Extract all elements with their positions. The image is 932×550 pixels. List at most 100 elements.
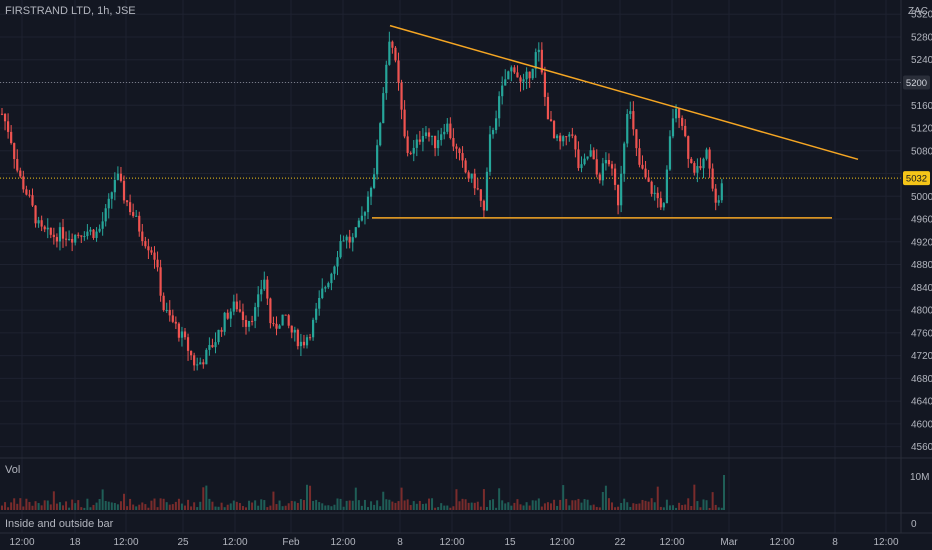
- candle-body[interactable]: [288, 315, 290, 325]
- candle-body[interactable]: [108, 199, 110, 208]
- candle-body[interactable]: [577, 149, 579, 168]
- candle-body[interactable]: [10, 132, 12, 143]
- candle-body[interactable]: [690, 159, 692, 163]
- candle-body[interactable]: [50, 228, 52, 235]
- candle-body[interactable]: [80, 235, 82, 236]
- candle-body[interactable]: [208, 345, 210, 350]
- candle-body[interactable]: [71, 239, 73, 243]
- candle-body[interactable]: [568, 134, 570, 136]
- candle-body[interactable]: [202, 362, 204, 364]
- candle-body[interactable]: [102, 221, 104, 228]
- candle-body[interactable]: [336, 257, 338, 266]
- candle-body[interactable]: [550, 119, 552, 121]
- candle-body[interactable]: [303, 342, 305, 345]
- candle-body[interactable]: [19, 171, 21, 177]
- candle-body[interactable]: [16, 159, 18, 171]
- candle-body[interactable]: [641, 165, 643, 169]
- candle-body[interactable]: [681, 118, 683, 126]
- candle-body[interactable]: [355, 227, 357, 237]
- candle-body[interactable]: [382, 93, 384, 123]
- candle-body[interactable]: [333, 267, 335, 274]
- candle-body[interactable]: [632, 111, 634, 129]
- candle-body[interactable]: [678, 109, 680, 118]
- candle-body[interactable]: [114, 180, 116, 192]
- candle-body[interactable]: [492, 130, 494, 134]
- candle-body[interactable]: [385, 65, 387, 93]
- candle-body[interactable]: [709, 150, 711, 169]
- candle-body[interactable]: [413, 148, 415, 154]
- candle-body[interactable]: [178, 324, 180, 338]
- candle-body[interactable]: [526, 72, 528, 80]
- candle-body[interactable]: [516, 72, 518, 77]
- candle-body[interactable]: [53, 235, 55, 237]
- candle-body[interactable]: [132, 212, 134, 216]
- candle-body[interactable]: [25, 189, 27, 194]
- candle-body[interactable]: [648, 177, 650, 181]
- candle-body[interactable]: [99, 229, 101, 232]
- candle-body[interactable]: [13, 143, 15, 159]
- candle-body[interactable]: [489, 134, 491, 172]
- candle-body[interactable]: [715, 189, 717, 203]
- candle-body[interactable]: [611, 164, 613, 168]
- candle-body[interactable]: [153, 253, 155, 260]
- candle-body[interactable]: [330, 274, 332, 283]
- candle-body[interactable]: [587, 156, 589, 158]
- candle-body[interactable]: [291, 326, 293, 333]
- candle-body[interactable]: [669, 136, 671, 169]
- candle-body[interactable]: [111, 192, 113, 199]
- candle-body[interactable]: [397, 60, 399, 82]
- candle-body[interactable]: [224, 313, 226, 332]
- candle-body[interactable]: [257, 294, 259, 307]
- candle-body[interactable]: [282, 315, 284, 326]
- candle-body[interactable]: [687, 136, 689, 159]
- candle-body[interactable]: [599, 174, 601, 180]
- candle-body[interactable]: [217, 330, 219, 342]
- candle-body[interactable]: [254, 307, 256, 321]
- candle-body[interactable]: [358, 221, 360, 228]
- candle-body[interactable]: [638, 148, 640, 165]
- candle-body[interactable]: [608, 160, 610, 164]
- candle-body[interactable]: [486, 172, 488, 211]
- candle-body[interactable]: [559, 136, 561, 142]
- candle-body[interactable]: [580, 164, 582, 168]
- symbol-name[interactable]: FIRSTRAND LTD: [5, 5, 91, 17]
- candle-body[interactable]: [327, 283, 329, 287]
- candle-body[interactable]: [422, 136, 424, 142]
- candle-body[interactable]: [379, 123, 381, 145]
- candle-body[interactable]: [230, 312, 232, 319]
- candle-body[interactable]: [373, 174, 375, 188]
- candle-body[interactable]: [519, 77, 521, 81]
- candle-body[interactable]: [56, 237, 58, 241]
- candle-body[interactable]: [41, 220, 43, 226]
- candle-body[interactable]: [315, 309, 317, 320]
- candle-body[interactable]: [278, 325, 280, 328]
- candle-body[interactable]: [272, 323, 274, 324]
- candle-body[interactable]: [394, 48, 396, 61]
- interval-label[interactable]: 1h: [97, 5, 109, 17]
- candle-body[interactable]: [172, 315, 174, 321]
- candle-body[interactable]: [712, 169, 714, 189]
- indicator-pane-title[interactable]: Inside and outside bar: [5, 518, 113, 530]
- candle-body[interactable]: [449, 124, 451, 138]
- candle-body[interactable]: [211, 345, 213, 347]
- candle-body[interactable]: [513, 67, 515, 72]
- candle-body[interactable]: [498, 96, 500, 118]
- candle-body[interactable]: [626, 114, 628, 143]
- candle-body[interactable]: [672, 118, 674, 136]
- candle-body[interactable]: [495, 118, 497, 130]
- candle-body[interactable]: [233, 302, 235, 312]
- candle-body[interactable]: [190, 351, 192, 355]
- candle-body[interactable]: [480, 189, 482, 200]
- candle-body[interactable]: [663, 203, 665, 207]
- candle-body[interactable]: [410, 153, 412, 154]
- candle-body[interactable]: [593, 150, 595, 159]
- candle-body[interactable]: [404, 110, 406, 137]
- candle-body[interactable]: [583, 159, 585, 165]
- candle-body[interactable]: [175, 322, 177, 324]
- candle-body[interactable]: [65, 239, 67, 240]
- candle-body[interactable]: [34, 206, 36, 224]
- candle-body[interactable]: [684, 126, 686, 136]
- candle-body[interactable]: [696, 166, 698, 173]
- candle-body[interactable]: [95, 232, 97, 238]
